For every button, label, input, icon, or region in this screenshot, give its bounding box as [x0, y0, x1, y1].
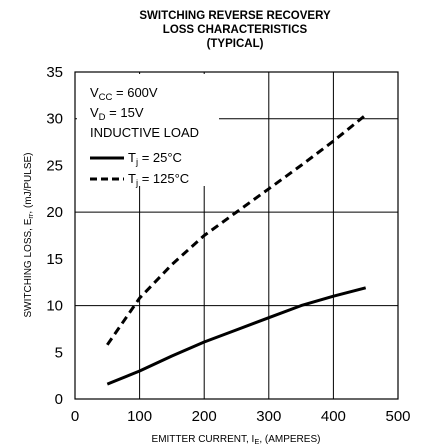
x-label-sub: E — [254, 437, 259, 446]
x-tick-label: 0 — [71, 408, 79, 425]
y-label-suffix: , (mJ/PULSE) — [23, 152, 34, 213]
x-tick-label: 400 — [321, 408, 346, 425]
x-axis-label: EMITTER CURRENT, IE, (AMPERES) — [152, 434, 321, 446]
y-tick-label: 25 — [46, 157, 63, 174]
x-tick-label: 100 — [127, 408, 152, 425]
conditions-box — [77, 74, 219, 186]
plot-frame — [74, 71, 399, 400]
y-tick-label: 35 — [46, 64, 63, 81]
legend-25c-sub: j — [135, 157, 138, 168]
vcc-condition: VCC = 600V — [90, 85, 158, 103]
vcc-prefix: V — [90, 85, 99, 100]
x-tick-label: 500 — [385, 408, 410, 425]
vd-sub: D — [99, 112, 106, 123]
chart-title-line2: LOSS CHARACTERISTICS — [163, 24, 308, 36]
legend-125c-sub: j — [135, 178, 138, 189]
y-tick-label: 5 — [55, 344, 63, 361]
series-line-25c — [106, 286, 367, 386]
x-tick-label: 300 — [256, 408, 281, 425]
x-tick-labels: 0 100 200 300 400 500 — [71, 408, 411, 425]
x-label-suffix: , (AMPERES) — [259, 434, 320, 445]
chart-title-line1: SWITCHING REVERSE RECOVERY — [139, 10, 331, 22]
y-axis-label: SWITCHING LOSS, Err, (mJ/PULSE) — [23, 152, 35, 317]
y-tick-label: 20 — [46, 204, 63, 221]
vcc-sub: CC — [99, 92, 113, 103]
legend-25c-value: = 25°C — [138, 150, 182, 165]
vd-value: = 15V — [106, 105, 144, 120]
legend-label-25c: Tj = 25°C — [128, 150, 182, 168]
legend-label-125c: Tj = 125°C — [128, 171, 189, 189]
y-tick-labels: 0 5 10 15 20 25 30 35 — [46, 64, 63, 408]
chart-title-line3: (TYPICAL) — [207, 38, 264, 50]
x-label-prefix: EMITTER CURRENT, I — [152, 434, 255, 445]
series-group — [106, 113, 367, 386]
load-condition: INDUCTIVE LOAD — [90, 125, 199, 140]
legend-125c-value: = 125°C — [138, 171, 189, 186]
y-label-prefix: SWITCHING LOSS, E — [23, 218, 34, 317]
y-label-sub: rr — [26, 213, 35, 218]
y-tick-label: 15 — [46, 251, 63, 268]
vcc-value: = 600V — [112, 85, 158, 100]
legend-125c-prefix: T — [128, 171, 136, 186]
x-tick-label: 200 — [192, 408, 217, 425]
vd-prefix: V — [90, 105, 99, 120]
y-tick-label: 0 — [55, 391, 63, 408]
legend-25c-prefix: T — [128, 150, 136, 165]
y-tick-label: 30 — [46, 111, 63, 128]
series-line-125c — [106, 113, 367, 346]
y-tick-label: 10 — [46, 298, 63, 315]
vd-condition: VD = 15V — [90, 105, 144, 123]
